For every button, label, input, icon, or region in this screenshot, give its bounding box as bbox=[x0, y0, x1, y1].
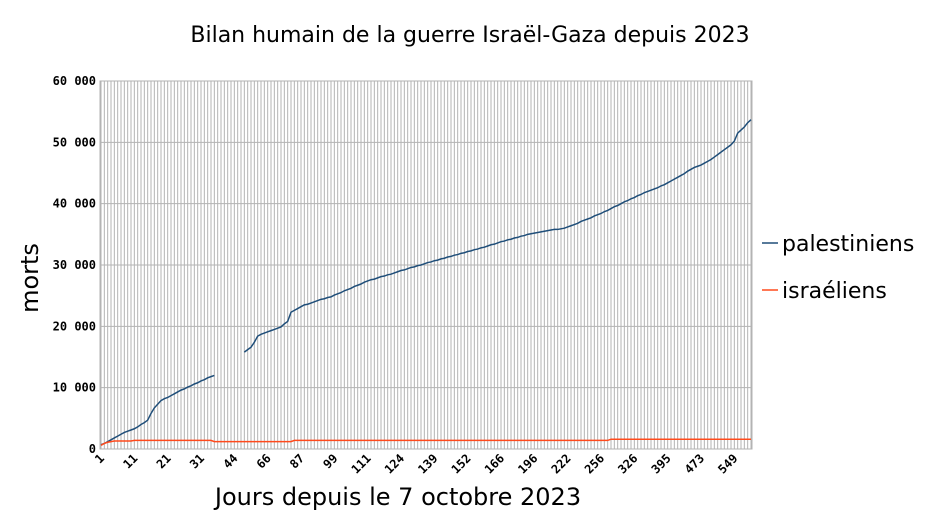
x-tick-label: 139 bbox=[415, 451, 440, 476]
legend-label: palestiniens bbox=[782, 232, 914, 257]
y-tick-label: 40 000 bbox=[53, 197, 96, 211]
x-tick-label: 44 bbox=[220, 451, 240, 471]
x-tick-label: 31 bbox=[187, 451, 207, 471]
x-tick-label: 21 bbox=[154, 451, 174, 471]
y-tick-label: 10 000 bbox=[53, 381, 96, 395]
x-tick-label: 549 bbox=[715, 451, 740, 476]
x-axis-label: Jours depuis le 7 octobre 2023 bbox=[213, 483, 581, 511]
x-tick-label: 222 bbox=[549, 451, 574, 476]
x-tick-label: 11 bbox=[120, 451, 140, 471]
x-tick-label: 395 bbox=[649, 451, 674, 476]
x-tick-label: 326 bbox=[615, 451, 640, 476]
y-tick-label: 60 000 bbox=[53, 74, 96, 88]
y-tick-label: 0 bbox=[89, 442, 96, 456]
x-tick-label: 124 bbox=[382, 451, 407, 476]
x-tick-label: 256 bbox=[582, 451, 607, 476]
x-tick-label: 166 bbox=[482, 451, 507, 476]
chart-title: Bilan humain de la guerre Israël-Gaza de… bbox=[190, 23, 749, 48]
x-tick-label: 66 bbox=[254, 451, 274, 471]
x-tick-label: 152 bbox=[449, 451, 474, 476]
x-tick-label: 111 bbox=[349, 451, 374, 476]
x-tick-label: 87 bbox=[287, 451, 307, 471]
x-tick-label: 1 bbox=[92, 451, 107, 466]
legend-label: israéliens bbox=[782, 279, 887, 304]
x-tick-label: 473 bbox=[682, 451, 707, 476]
y-tick-label: 30 000 bbox=[53, 258, 96, 272]
data-line bbox=[100, 119, 752, 446]
x-tick-label: 99 bbox=[320, 451, 340, 471]
x-tick-label: 196 bbox=[515, 451, 540, 476]
data-line bbox=[100, 438, 751, 446]
y-axis-label: morts bbox=[16, 243, 44, 313]
y-tick-label: 20 000 bbox=[53, 319, 96, 333]
y-tick-label: 50 000 bbox=[53, 135, 96, 149]
